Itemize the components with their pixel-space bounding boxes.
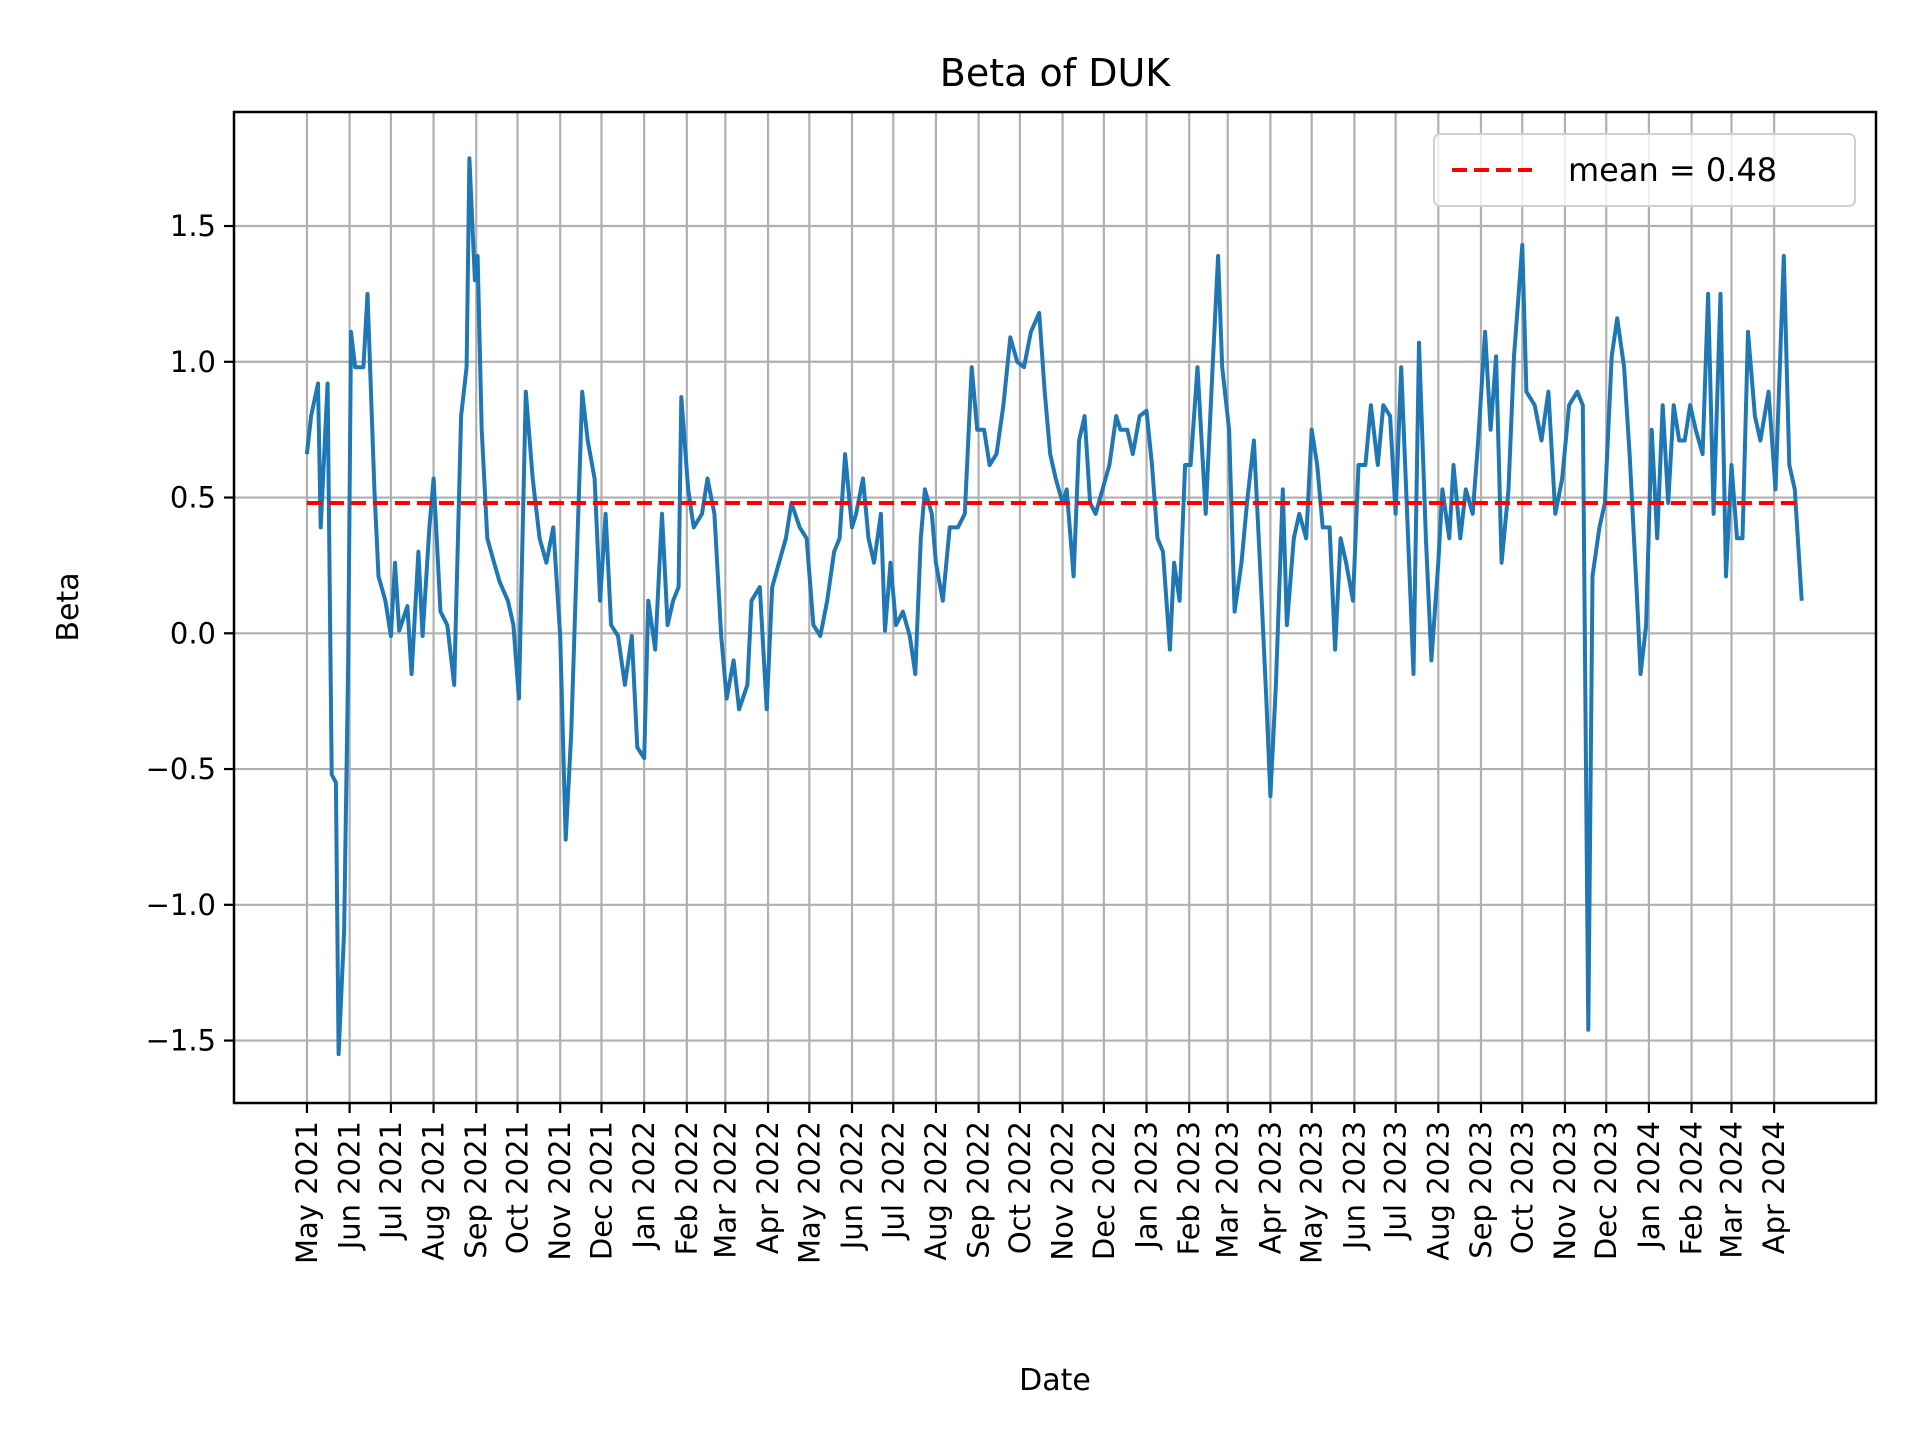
x-tick-label: Jul 2021 xyxy=(374,1121,408,1241)
x-tick-label: Oct 2021 xyxy=(501,1121,535,1254)
x-tick-label: Sep 2022 xyxy=(962,1121,996,1259)
x-tick-label: Dec 2021 xyxy=(584,1121,618,1260)
x-tick-label: Mar 2024 xyxy=(1714,1121,1748,1259)
x-tick-label: May 2022 xyxy=(792,1121,826,1264)
y-tick-label: −0.5 xyxy=(146,752,216,786)
x-tick-label: Aug 2022 xyxy=(919,1121,953,1261)
x-tick-label: Nov 2023 xyxy=(1548,1121,1582,1261)
x-tick-label: Apr 2022 xyxy=(751,1121,785,1254)
x-tick-label: Apr 2024 xyxy=(1757,1121,1791,1254)
grid xyxy=(234,112,1876,1103)
ticks: May 2021 Jun 2021 Jul 2021 Aug 2021 Sep 2021… xyxy=(146,209,1792,1264)
x-tick-label: Jan 2022 xyxy=(627,1121,661,1251)
x-tick-label: Nov 2021 xyxy=(543,1121,577,1261)
x-tick-label: Feb 2024 xyxy=(1675,1121,1709,1255)
x-tick-label: Aug 2023 xyxy=(1421,1121,1455,1261)
y-tick-label: 0.0 xyxy=(170,616,216,650)
y-axis-label: Beta xyxy=(51,572,86,641)
x-tick-label: Feb 2022 xyxy=(670,1121,704,1255)
x-tick-label: Jul 2023 xyxy=(1379,1121,1413,1241)
x-tick-label: Aug 2021 xyxy=(417,1121,451,1261)
x-tick-label: Dec 2023 xyxy=(1589,1121,1623,1260)
x-tick-label: Oct 2022 xyxy=(1003,1121,1037,1254)
legend-mean-label: mean = 0.48 xyxy=(1568,151,1777,189)
y-tick-label: −1.5 xyxy=(146,1024,216,1058)
x-tick-label: Jan 2024 xyxy=(1632,1121,1666,1251)
x-tick-label: Jan 2023 xyxy=(1130,1121,1164,1251)
x-tick-label: Jun 2021 xyxy=(333,1121,367,1251)
legend-box xyxy=(1433,133,1856,207)
x-tick-label: Nov 2022 xyxy=(1046,1121,1080,1261)
y-tick-label: −1.0 xyxy=(146,888,216,922)
x-tick-label: May 2023 xyxy=(1295,1121,1329,1264)
x-tick-label: Mar 2023 xyxy=(1211,1121,1245,1259)
x-tick-label: Sep 2023 xyxy=(1464,1121,1498,1259)
axes-frame xyxy=(232,110,1878,1105)
plot-marks xyxy=(304,156,1804,1057)
x-tick-label: Jun 2022 xyxy=(835,1121,869,1251)
x-tick-label: May 2021 xyxy=(290,1121,324,1264)
y-tick-label: 0.5 xyxy=(170,481,216,515)
y-tick-label: 1.5 xyxy=(170,209,216,243)
x-tick-label: Apr 2023 xyxy=(1253,1121,1287,1254)
y-tick-label: 1.0 xyxy=(170,345,216,379)
x-axis-label: Date xyxy=(1019,1363,1091,1398)
x-tick-label: Oct 2023 xyxy=(1505,1121,1539,1254)
x-tick-label: Jun 2023 xyxy=(1337,1121,1371,1251)
x-tick-label: Dec 2022 xyxy=(1087,1121,1121,1260)
x-tick-label: Mar 2022 xyxy=(708,1121,742,1259)
x-tick-label: Feb 2023 xyxy=(1172,1121,1206,1255)
chart-title: Beta of DUK xyxy=(940,51,1171,95)
legend: mean = 0.48 xyxy=(1433,133,1856,207)
x-tick-label: Sep 2021 xyxy=(459,1121,493,1259)
x-tick-label: Jul 2022 xyxy=(876,1121,910,1241)
